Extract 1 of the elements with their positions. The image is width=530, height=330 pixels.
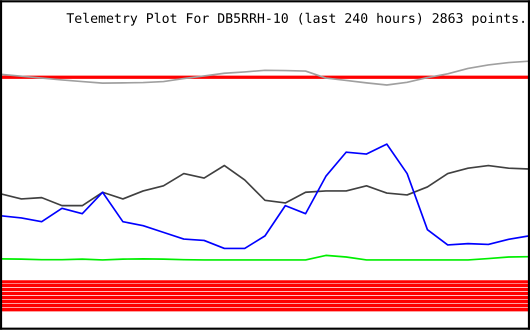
chart-title: Telemetry Plot For DB5RRH-10 (last 240 hours) 2863 points. bbox=[66, 12, 524, 26]
